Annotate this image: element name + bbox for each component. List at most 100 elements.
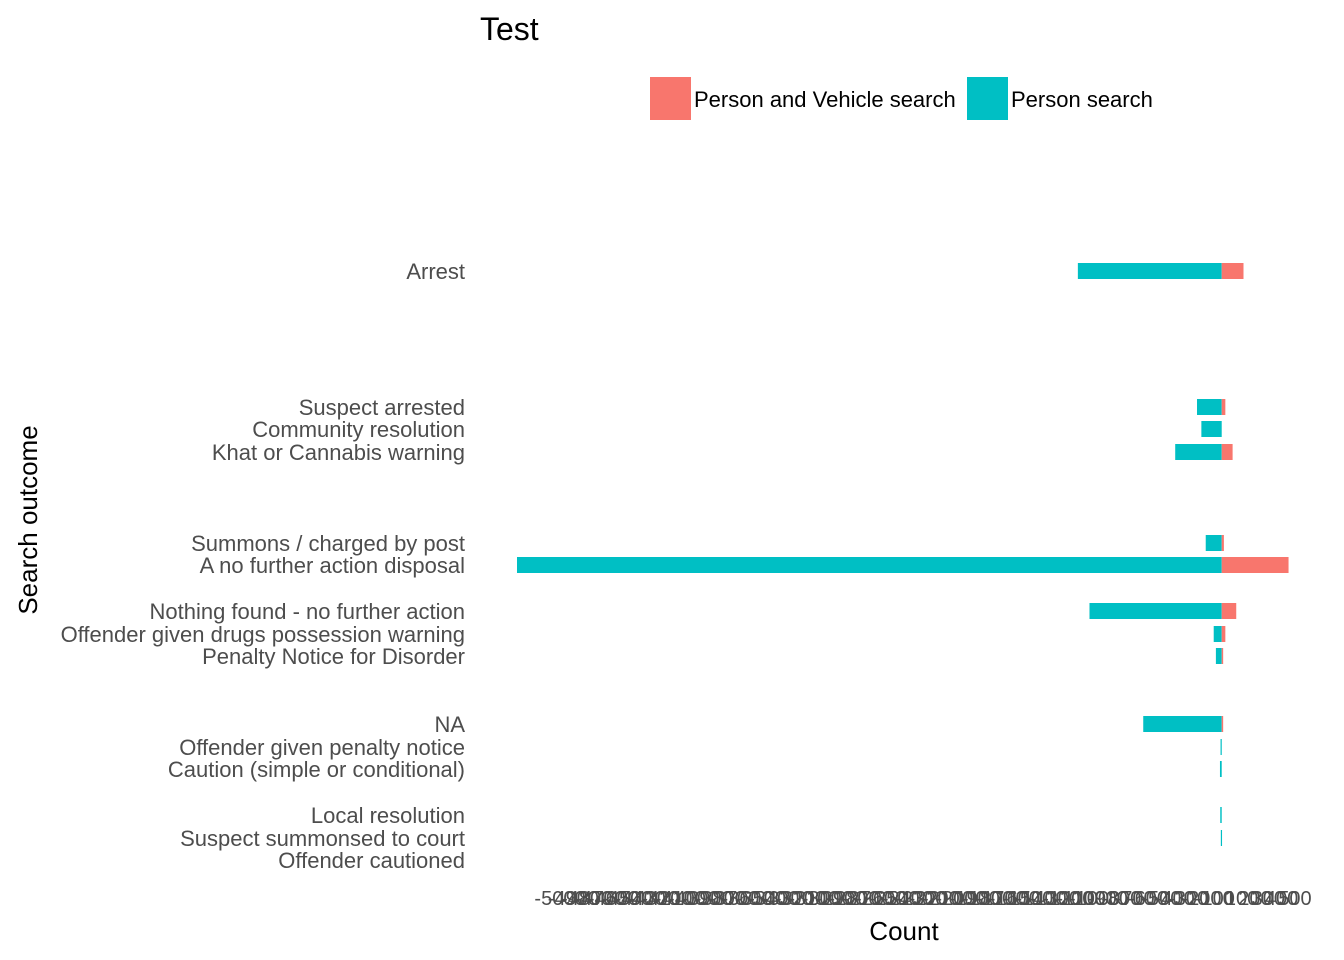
- x-tick-label: -2800: [828, 888, 879, 910]
- bar-person-and-vehicle-search-na: [1221, 716, 1224, 732]
- category-label-offender-cautioned: Offender cautioned: [278, 848, 465, 873]
- x-tick-label: -4000: [668, 888, 719, 910]
- legend-label-person-search: Person search: [1011, 87, 1153, 112]
- x-tick-label: -4800: [561, 888, 612, 910]
- x-tick-label: -1100: [1056, 888, 1106, 910]
- bar-person-search-summons-charged-by-post: [1205, 535, 1222, 551]
- bar-person-search-khat-or-cannabis-warning: [1175, 444, 1222, 460]
- category-label-community-resolution: Community resolution: [252, 417, 465, 442]
- x-tick-label: -2200: [909, 888, 960, 910]
- x-tick-label: -900: [1088, 888, 1128, 910]
- x-tick-label: 100: [1225, 888, 1258, 910]
- x-axis-title: Count: [869, 916, 939, 946]
- x-tick-label: -4200: [641, 888, 692, 910]
- x-tick-label: -2900: [815, 888, 866, 910]
- plot-bars: [517, 263, 1289, 846]
- x-tick-label: -1200: [1042, 888, 1093, 910]
- x-tick-label: -3200: [775, 888, 826, 910]
- x-tick-label: -500: [1141, 888, 1181, 910]
- x-tick-label: -4100: [655, 888, 706, 910]
- x-tick-label: -2700: [842, 888, 893, 910]
- x-tick-label: -4900: [548, 888, 599, 910]
- x-tick-label: -2500: [869, 888, 920, 910]
- bar-person-and-vehicle-search-summons-charged-by-post: [1221, 535, 1224, 551]
- category-label-offender-given-drugs-possession-warning: Offender given drugs possession warning: [61, 622, 465, 647]
- category-label-summons-charged-by-post: Summons / charged by post: [191, 531, 465, 556]
- bar-person-and-vehicle-search-offender-given-drugs-possession-warning: [1221, 626, 1226, 642]
- legend: Person and Vehicle search Person search: [650, 77, 1153, 120]
- bar-person-search-a-no-further-action-disposal: [517, 557, 1222, 573]
- x-tick-label: -600: [1128, 888, 1168, 910]
- x-tick-label: -400: [1155, 888, 1195, 910]
- category-label-caution-simple-or-conditional: Caution (simple or conditional): [168, 757, 465, 782]
- bar-person-search-arrest: [1077, 263, 1222, 279]
- x-tick-label: -3100: [788, 888, 839, 910]
- bar-person-and-vehicle-search-penalty-notice-for-disorder: [1221, 648, 1224, 664]
- category-label-arrest: Arrest: [406, 259, 465, 284]
- x-tick-label: -4300: [628, 888, 679, 910]
- category-label-na: NA: [434, 712, 465, 737]
- x-tick-label: -100: [1195, 888, 1235, 910]
- x-tick-label: -4400: [615, 888, 666, 910]
- x-tick-label: -1800: [962, 888, 1013, 910]
- x-tick-label: 200: [1238, 888, 1271, 910]
- legend-key-person-and-vehicle-search: [650, 77, 691, 120]
- x-tick-label: -5000: [534, 888, 585, 910]
- x-tick-label: -3600: [722, 888, 773, 910]
- bar-person-and-vehicle-search-arrest: [1221, 263, 1244, 279]
- category-label-a-no-further-action-disposal: A no further action disposal: [200, 553, 465, 578]
- x-tick-label: -4700: [575, 888, 626, 910]
- x-tick-label: -4500: [601, 888, 652, 910]
- bar-person-and-vehicle-search-khat-or-cannabis-warning: [1221, 444, 1233, 460]
- category-label-suspect-arrested: Suspect arrested: [299, 395, 465, 420]
- x-tick-label: -3800: [695, 888, 746, 910]
- bar-person-search-na: [1143, 716, 1222, 732]
- x-tick-label: -3400: [748, 888, 799, 910]
- x-tick-label: -1500: [1002, 888, 1053, 910]
- bar-person-search-community-resolution: [1201, 421, 1222, 437]
- x-tick-label: -1000: [1069, 888, 1120, 910]
- x-tick-label: 500: [1278, 888, 1311, 910]
- chart-title: Test: [480, 11, 539, 47]
- x-tick-label: -1700: [975, 888, 1026, 910]
- category-label-khat-or-cannabis-warning: Khat or Cannabis warning: [212, 440, 465, 465]
- x-tick-label: -4600: [588, 888, 639, 910]
- category-label-local-resolution: Local resolution: [311, 803, 465, 828]
- x-tick-label: -1400: [1016, 888, 1067, 910]
- category-label-suspect-summonsed-to-court: Suspect summonsed to court: [180, 826, 465, 851]
- x-tick-label: -3500: [735, 888, 786, 910]
- x-tick-label: -1600: [989, 888, 1040, 910]
- x-tick-label: 0: [1223, 888, 1234, 910]
- x-tick-label: -3900: [681, 888, 732, 910]
- x-tick-label: -700: [1115, 888, 1155, 910]
- category-label-offender-given-penalty-notice: Offender given penalty notice: [179, 735, 465, 760]
- bar-person-search-offender-given-drugs-possession-warning: [1213, 626, 1222, 642]
- legend-label-person-and-vehicle-search: Person and Vehicle search: [694, 87, 956, 112]
- bar-person-search-suspect-summonsed-to-court: [1220, 830, 1223, 846]
- bar-person-search-local-resolution: [1220, 807, 1222, 823]
- bar-person-search-suspect-arrested: [1197, 399, 1222, 415]
- x-tick-label: 300: [1252, 888, 1285, 910]
- x-tick-label: -800: [1101, 888, 1141, 910]
- category-label-nothing-found-no-further-action: Nothing found - no further action: [149, 599, 465, 624]
- x-tick-label: -1900: [949, 888, 1000, 910]
- x-tick-label: -2100: [922, 888, 973, 910]
- bar-person-search-caution-simple-or-conditional: [1219, 761, 1222, 777]
- x-tick-label: -3700: [708, 888, 759, 910]
- x-axis-ticks: -5000-4900-4800-4700-4600-4500-4400-4300…: [534, 888, 1311, 910]
- y-axis-title: Search outcome: [13, 425, 43, 614]
- x-tick-label: -3000: [802, 888, 853, 910]
- x-tick-label: -2600: [855, 888, 906, 910]
- bar-person-search-offender-given-penalty-notice: [1220, 739, 1222, 755]
- bar-person-and-vehicle-search-a-no-further-action-disposal: [1221, 557, 1289, 573]
- x-tick-label: 400: [1265, 888, 1298, 910]
- x-tick-label: -1300: [1029, 888, 1080, 910]
- x-tick-label: -2400: [882, 888, 933, 910]
- bar-person-and-vehicle-search-nothing-found-no-further-action: [1221, 603, 1237, 619]
- bar-person-and-vehicle-search-suspect-arrested: [1221, 399, 1226, 415]
- bar-person-search-nothing-found-no-further-action: [1089, 603, 1222, 619]
- category-label-penalty-notice-for-disorder: Penalty Notice for Disorder: [202, 644, 465, 669]
- x-tick-label: -3300: [762, 888, 813, 910]
